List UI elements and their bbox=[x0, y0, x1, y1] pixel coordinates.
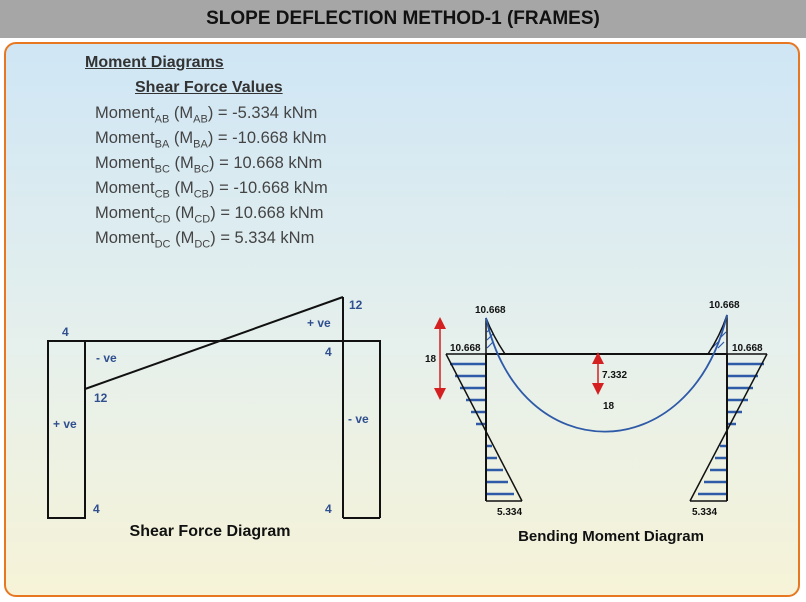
moment-row-cb: MomentCB (MCB) = -10.668 kNm bbox=[95, 179, 328, 201]
sfd-label-left-bottom: 4 bbox=[93, 502, 100, 516]
bmd-label-top-left: 10.668 bbox=[475, 305, 506, 316]
bmd-label-height: 18 bbox=[425, 354, 437, 365]
moment-row-dc: MomentDC (MDC) = 5.334 kNm bbox=[95, 229, 315, 251]
sfd-label-right-bottom: 4 bbox=[325, 502, 332, 516]
sfd-caption: Shear Force Diagram bbox=[130, 523, 291, 540]
sfd-label-left-pos: + ve bbox=[53, 417, 77, 431]
bmd-sagging-curve bbox=[485, 314, 728, 433]
moment-row-ab: MomentAB (MAB) = -5.334 kNm bbox=[95, 104, 318, 126]
shear-force-diagram bbox=[47, 296, 381, 519]
bmd-label-joint-right: 10.668 bbox=[732, 343, 763, 354]
sfd-right-block bbox=[342, 297, 380, 519]
bmd-label-joint-left: 10.668 bbox=[450, 343, 481, 354]
moment-values-list: MomentAB (MAB) = -5.334 kNm MomentBA (MB… bbox=[95, 101, 328, 251]
moment-row-bc: MomentBC (MBC) = 10.668 kNm bbox=[95, 154, 323, 176]
content-panel: Moment Diagrams Shear Force Values Momen… bbox=[4, 42, 800, 597]
bmd-left-outline bbox=[445, 353, 523, 502]
bmd-label-base-left: 5.334 bbox=[497, 507, 522, 518]
bmd-label-base-right: 5.334 bbox=[692, 507, 717, 518]
sfd-label-right-neg: - ve bbox=[348, 412, 369, 426]
sfd-labels: 4 - ve 12 + ve 4 12 + ve 4 - ve 4 bbox=[53, 298, 369, 516]
sfd-label-left-12: 12 bbox=[94, 391, 108, 405]
sfd-label-left-neg: - ve bbox=[96, 351, 117, 365]
bending-moment-diagram bbox=[434, 314, 768, 502]
bmd-caption: Bending Moment Diagram bbox=[518, 528, 704, 545]
moment-row-ba: MomentBA (MBA) = -10.668 kNm bbox=[95, 129, 327, 151]
shear-force-values-heading: Shear Force Values bbox=[135, 79, 283, 96]
moment-diagrams-heading: Moment Diagrams bbox=[85, 54, 224, 71]
sfd-label-right-top: 12 bbox=[349, 298, 363, 312]
sfd-beam-slope bbox=[84, 296, 344, 390]
bmd-hatch-right bbox=[698, 362, 764, 496]
sfd-label-left-top: 4 bbox=[62, 325, 69, 339]
bmd-label-top-right: 10.668 bbox=[709, 300, 740, 311]
bmd-label-mid: 18 bbox=[603, 401, 615, 412]
moment-row-cd: MomentCD (MCD) = 10.668 kNm bbox=[95, 204, 324, 226]
sfd-label-right-4: 4 bbox=[325, 345, 332, 359]
bmd-hatch-joints bbox=[486, 327, 727, 349]
bmd-labels: 10.668 10.668 10.668 10.668 18 7.332 18 … bbox=[425, 300, 763, 518]
bmd-label-mid-value: 7.332 bbox=[602, 370, 627, 381]
sfd-frame bbox=[47, 340, 381, 518]
sfd-left-block bbox=[47, 340, 86, 519]
bmd-hatch-left bbox=[450, 362, 514, 496]
sfd-label-right-pos: + ve bbox=[307, 316, 331, 330]
page-title: SLOPE DEFLECTION METHOD-1 (FRAMES) bbox=[0, 0, 806, 38]
bmd-right-outline bbox=[689, 353, 768, 502]
bmd-frame bbox=[485, 353, 728, 501]
bmd-joint-spikes bbox=[485, 314, 728, 355]
